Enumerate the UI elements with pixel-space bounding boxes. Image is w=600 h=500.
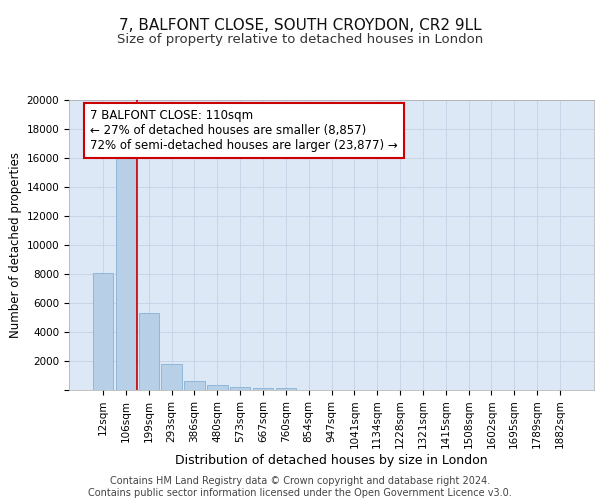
Text: Size of property relative to detached houses in London: Size of property relative to detached ho… [117, 32, 483, 46]
Bar [116, 150, 136, 390]
Text: 7 BALFONT CLOSE: 110sqm
← 27% of detached houses are smaller (8,857)
72% of semi: 7 BALFONT CLOSE: 110sqm ← 27% of detache… [90, 108, 398, 152]
Y-axis label: Number of detached properties: Number of detached properties [10, 152, 22, 338]
Text: Contains HM Land Registry data © Crown copyright and database right 2024.
Contai: Contains HM Land Registry data © Crown c… [88, 476, 512, 498]
Bar [93, 272, 113, 390]
Bar [161, 364, 182, 390]
Bar [253, 388, 273, 390]
Text: 7, BALFONT CLOSE, SOUTH CROYDON, CR2 9LL: 7, BALFONT CLOSE, SOUTH CROYDON, CR2 9LL [119, 18, 481, 32]
Bar [184, 380, 205, 390]
Bar [230, 388, 250, 390]
Bar [139, 313, 159, 390]
X-axis label: Distribution of detached houses by size in London: Distribution of detached houses by size … [175, 454, 488, 467]
Bar [207, 386, 227, 390]
Bar [275, 388, 296, 390]
